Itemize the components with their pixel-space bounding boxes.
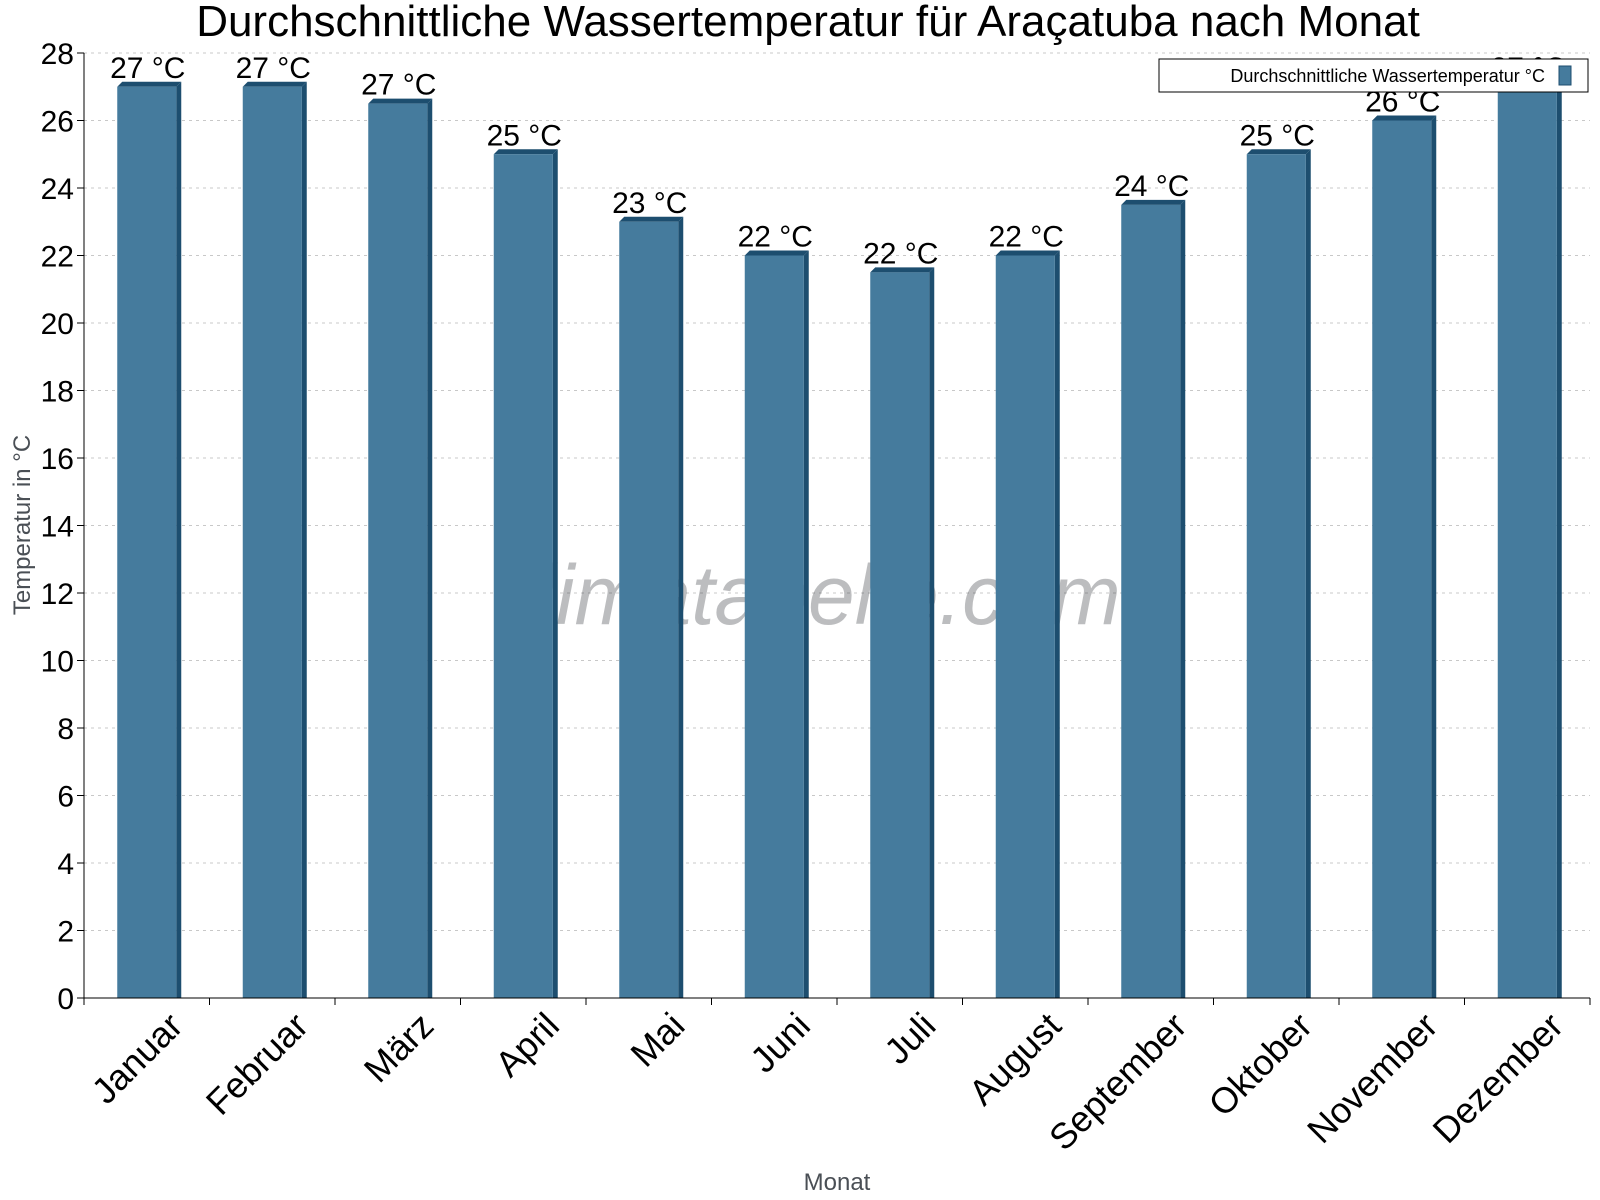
bar-front bbox=[1246, 154, 1306, 998]
data-label: 25 °C bbox=[1240, 119, 1315, 152]
bar-side bbox=[1556, 81, 1562, 998]
bar-top bbox=[619, 216, 684, 222]
y-tick-label: 14 bbox=[41, 511, 74, 544]
x-tick-label: Januar bbox=[84, 1005, 191, 1112]
bar bbox=[1497, 81, 1562, 998]
bar-top bbox=[1372, 115, 1437, 121]
bar-front bbox=[493, 154, 553, 998]
y-tick-label: 22 bbox=[41, 241, 74, 274]
bar-side bbox=[176, 81, 182, 998]
y-axis-title: Temperatur in °C bbox=[9, 435, 36, 615]
bar-top bbox=[368, 98, 433, 104]
bar bbox=[870, 267, 935, 998]
y-tick-label: 8 bbox=[57, 713, 74, 746]
data-label: 22 °C bbox=[738, 221, 813, 254]
bar bbox=[493, 149, 558, 998]
x-axis-title: Monat bbox=[804, 1169, 871, 1196]
bar-top bbox=[1246, 149, 1311, 155]
x-tick-label: August bbox=[961, 1005, 1069, 1113]
bar-front bbox=[744, 255, 804, 998]
data-labels: 27 °C 27 °C 27 °C 25 °C 23 °C 22 °C 22 °C 22 °C… bbox=[110, 52, 1566, 271]
legend: Durchschnittliche Wassertemperatur °C bbox=[1158, 58, 1589, 93]
bar-front bbox=[619, 221, 679, 998]
legend-box bbox=[1158, 58, 1589, 93]
x-tick-label: September bbox=[1041, 1005, 1195, 1159]
bar-front bbox=[117, 86, 177, 998]
y-tick-label: 18 bbox=[41, 376, 74, 409]
y-tick-label: 6 bbox=[57, 781, 74, 814]
bar bbox=[1372, 115, 1437, 998]
bar-front bbox=[368, 103, 428, 998]
bar bbox=[368, 98, 433, 998]
y-tick-label: 24 bbox=[41, 173, 74, 206]
y-tick-label: 0 bbox=[57, 983, 74, 1016]
bars bbox=[117, 81, 1562, 998]
bar-top bbox=[995, 250, 1060, 256]
bar-side bbox=[1180, 199, 1186, 998]
bar-side bbox=[552, 149, 558, 998]
bar-side bbox=[1431, 115, 1437, 998]
y-tick-label: 4 bbox=[57, 848, 74, 881]
data-label: 25 °C bbox=[487, 119, 562, 152]
bar-side bbox=[1305, 149, 1311, 998]
y-tick-label: 12 bbox=[41, 578, 74, 611]
bar bbox=[1121, 199, 1186, 998]
y-tick-label: 26 bbox=[41, 106, 74, 139]
x-tick-label: Oktober bbox=[1200, 1005, 1320, 1125]
bar-front bbox=[995, 255, 1055, 998]
bar-top bbox=[744, 250, 809, 256]
bar-front bbox=[242, 86, 302, 998]
y-tick-label: 16 bbox=[41, 443, 74, 476]
data-label: 23 °C bbox=[612, 187, 687, 220]
x-tick-label: Dezember bbox=[1424, 1005, 1570, 1151]
bar-front bbox=[1372, 120, 1432, 998]
bar-top bbox=[117, 81, 182, 87]
bar-side bbox=[803, 250, 809, 998]
x-tick-label: April bbox=[487, 1005, 567, 1085]
data-label: 24 °C bbox=[1114, 170, 1189, 203]
x-tick-label: Mai bbox=[622, 1005, 692, 1075]
x-tick-label: Juni bbox=[742, 1005, 818, 1081]
bar-front bbox=[870, 272, 930, 998]
legend-label: Durchschnittliche Wassertemperatur °C bbox=[1230, 66, 1545, 86]
bar-side bbox=[301, 81, 307, 998]
bar-side bbox=[678, 216, 684, 998]
data-label: 27 °C bbox=[236, 52, 311, 85]
bar-top bbox=[870, 267, 935, 273]
bar bbox=[1246, 149, 1311, 998]
bar bbox=[619, 216, 684, 998]
legend-swatch bbox=[1558, 65, 1572, 86]
y-tick-label: 10 bbox=[41, 646, 74, 679]
x-tick-label: Juli bbox=[876, 1005, 943, 1072]
bar-side bbox=[427, 98, 433, 998]
y-tick-label: 2 bbox=[57, 916, 74, 949]
bar-top bbox=[493, 149, 558, 155]
bar bbox=[117, 81, 182, 998]
data-label: 22 °C bbox=[989, 221, 1064, 254]
chart-title: Durchschnittliche Wassertemperatur für A… bbox=[196, 0, 1420, 46]
bar bbox=[242, 81, 307, 998]
bar-front bbox=[1121, 204, 1181, 998]
x-tick-label: Februar bbox=[198, 1005, 316, 1123]
bar-top bbox=[1121, 199, 1186, 205]
x-tick-label: März bbox=[356, 1005, 442, 1091]
x-axis-ticks: Januar Februar März April Mai Juni Juli AugustS… bbox=[83, 998, 1591, 1159]
data-label: 27 °C bbox=[361, 69, 436, 102]
data-label: 22 °C bbox=[863, 237, 938, 270]
data-label: 27 °C bbox=[110, 52, 185, 85]
bar-front bbox=[1497, 86, 1557, 998]
y-tick-label: 28 bbox=[41, 38, 74, 71]
y-tick-label: 20 bbox=[41, 308, 74, 341]
grid-lines bbox=[84, 52, 1590, 931]
bar-side bbox=[929, 267, 935, 998]
bar bbox=[744, 250, 809, 998]
x-tick-label: November bbox=[1299, 1005, 1445, 1151]
bar bbox=[995, 250, 1060, 998]
bar-top bbox=[242, 81, 307, 87]
bar-side bbox=[1054, 250, 1060, 998]
